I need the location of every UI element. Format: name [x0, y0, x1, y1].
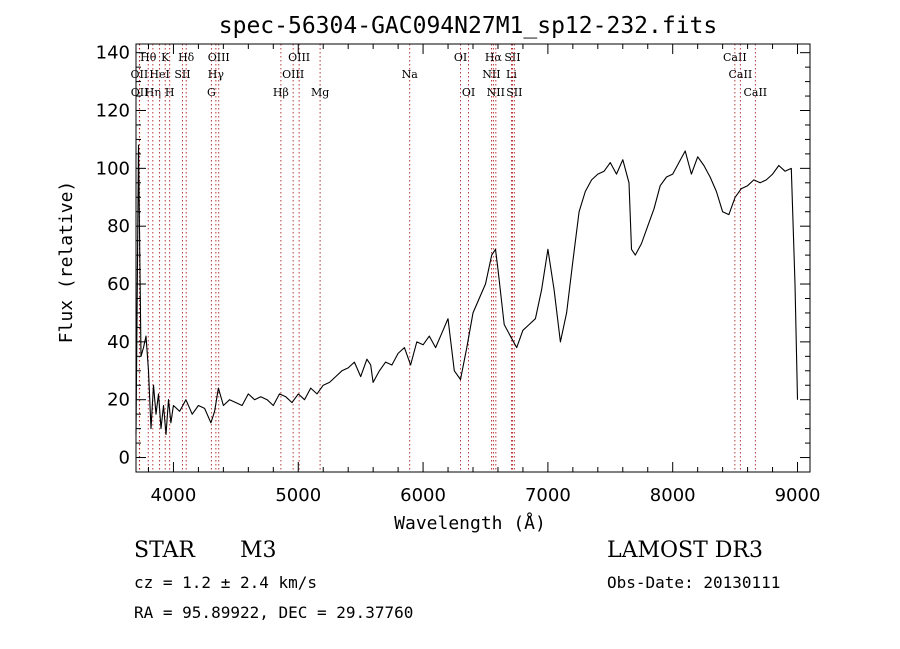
chart-title: spec-56304-GAC094N27M1_sp12-232.fits — [219, 13, 718, 39]
spectral-line-label: SII — [504, 51, 520, 64]
spectral-line-label: NII — [482, 68, 500, 81]
spectral-line-label: CaII — [729, 68, 753, 81]
y-tick-label: 100 — [96, 158, 130, 179]
spectral-line-label: Hη — [145, 86, 161, 99]
y-tick-label: 20 — [107, 390, 130, 411]
object-class: STAR — [134, 538, 195, 563]
spectral-line-label: SII — [174, 68, 190, 81]
spectral-line-label: OIII — [288, 51, 310, 64]
spectral-line-label: OIII — [208, 51, 230, 64]
survey-label: LAMOST DR3 — [607, 538, 763, 563]
spectral-line-label: Hδ — [178, 51, 195, 64]
redshift-velocity: cz = 1.2 ± 2.4 km/s — [134, 573, 318, 592]
x-tick-label: 9000 — [775, 485, 821, 506]
x-axis-label: Wavelength (Å) — [394, 512, 546, 534]
spectral-line-label: Na — [402, 68, 419, 81]
spectral-line-label: CaII — [723, 51, 747, 64]
y-tick-label: 80 — [107, 216, 130, 237]
spectral-line-label: CaII — [743, 86, 767, 99]
spectral-line-label: OII — [131, 68, 149, 81]
spectral-line-label: Li — [506, 68, 517, 81]
spectrum-line — [135, 144, 799, 435]
spectral-line-label: K — [161, 51, 170, 64]
spectral-line-label: NII — [487, 86, 505, 99]
y-tick-label: 60 — [107, 274, 130, 295]
spectral-line-label: H — [165, 86, 175, 99]
plot-frame — [135, 43, 811, 473]
spectral-line-label: HeI — [149, 68, 169, 81]
observation-date: Obs-Date: 20130111 — [607, 573, 781, 592]
y-axis-label: Flux (relative) — [56, 181, 77, 344]
ra-dec-coordinates: RA = 95.89922, DEC = 29.37760 — [134, 603, 414, 622]
x-axis: 4000 5000 6000 7000 8000 9000 — [147, 44, 821, 506]
spectral-line-label: Hγ — [208, 68, 225, 81]
spectral-line-label: OII — [131, 86, 149, 99]
spectral-line-markers: OIIOIIHθHηHeIKHSIIHδGHγOIIIHβOIIIOIIIMgN… — [131, 44, 767, 472]
object-subclass: M3 — [240, 538, 277, 563]
x-tick-label: 4000 — [151, 485, 197, 506]
y-tick-label: 140 — [96, 43, 130, 64]
y-tick-label: 0 — [119, 448, 130, 469]
y-axis: 0 20 40 60 80 100 120 140 — [96, 43, 810, 469]
y-tick-label: 40 — [107, 332, 130, 353]
spectral-line-label: G — [207, 86, 216, 99]
spectral-line-label: Hβ — [273, 86, 289, 99]
x-tick-label: 6000 — [400, 485, 446, 506]
x-tick-label: 5000 — [275, 485, 321, 506]
spectral-line-label: OI — [462, 86, 475, 99]
x-tick-label: 8000 — [650, 485, 696, 506]
y-tick-label: 120 — [96, 101, 130, 122]
spectral-line-label: OIII — [282, 68, 304, 81]
x-tick-label: 7000 — [525, 485, 571, 506]
spectral-line-label: SII — [506, 86, 522, 99]
spectral-line-label: Hα — [485, 51, 503, 64]
spectral-line-label: OI — [454, 51, 467, 64]
spectral-line-label: Mg — [311, 86, 329, 99]
